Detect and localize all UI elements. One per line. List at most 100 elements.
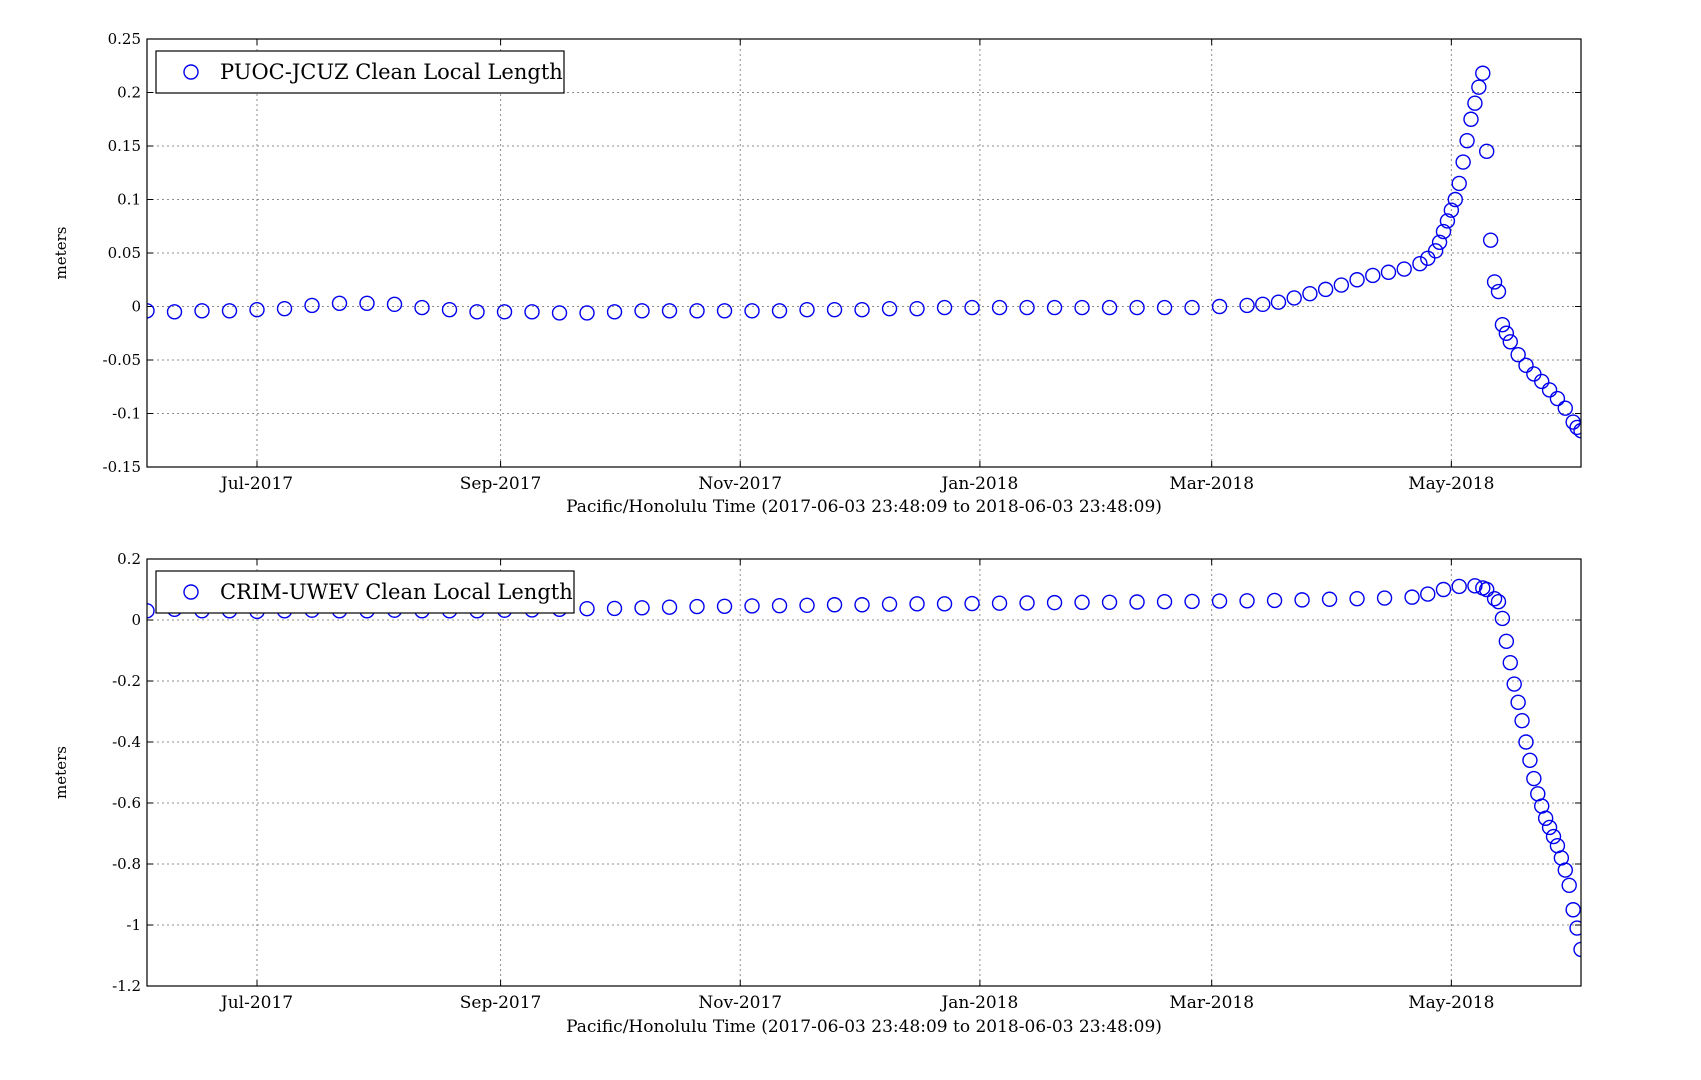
y-tick-label: 0 [131,611,141,629]
y-tick-label: 0.2 [117,550,141,568]
data-point [1506,676,1522,692]
data-point [1101,594,1118,611]
x-tick-label: Mar-2018 [1169,474,1254,494]
data-point [909,596,925,612]
y-tick-label: -1.2 [112,977,141,995]
bottom-chart-panel: -1.2 -1 -0.8 -0.6 -0.4 -0.2 0 0.2 Jul-2017 Sep-20… [52,550,1582,1037]
data-point [1518,357,1534,374]
data-point [1129,594,1145,610]
data-point [551,305,568,321]
y-tick-label: 0.1 [117,191,141,209]
data-point [147,603,155,619]
y-tick-label: -1 [126,916,141,934]
data-point [166,304,183,320]
data-point [1420,586,1436,602]
data-point [1184,299,1200,316]
legend-label: CRIM-UWEV Clean Local Length [220,580,573,604]
data-point [1239,297,1255,314]
data-point [414,299,430,316]
data-point [1545,828,1562,845]
y-tick-label: 0 [131,298,141,316]
data-point [771,303,788,319]
y-tick-label: -0.2 [112,672,141,690]
data-point [1302,285,1318,302]
data-point [1255,296,1271,313]
data-point [147,303,155,319]
y-tick-label: 0.25 [108,30,141,48]
data-point [1019,595,1035,611]
legend-box [155,50,565,94]
data-point [1447,191,1463,208]
data-point [386,296,403,313]
x-tick-label: Nov-2017 [698,993,782,1013]
x-tick-label: Sep-2017 [460,474,542,494]
data-point [1475,65,1491,81]
legend-label: PUOC-JCUZ Clean Local Length [220,60,563,84]
y-tick-label: 0.2 [117,84,141,102]
data-point [661,599,678,615]
data-point [469,304,485,320]
data-point [1101,299,1118,316]
data-point [1156,299,1173,316]
data-point [1317,281,1334,298]
data-point [1522,752,1538,768]
data-point [1502,655,1518,671]
data-point [1534,373,1550,390]
x-tick-label: Sep-2017 [460,993,542,1013]
data-point [221,303,238,319]
data-point [606,304,623,320]
axes-frame [146,38,1582,468]
data-point [1443,202,1460,218]
y-tick-label: -0.4 [112,733,141,751]
data-point [1239,593,1255,609]
data-point [854,302,870,318]
data-point [661,303,678,319]
data-point [1510,346,1526,363]
data-point [249,302,265,318]
data-point [1565,902,1581,918]
data-point [1211,593,1228,609]
data-point [1396,261,1412,277]
data-point [1537,810,1554,826]
top-chart-panel: -0.15 -0.1 -0.05 0 0.05 0.1 0.15 0.2 0.25 Jul-201… [52,30,1582,517]
data-point [1451,578,1467,595]
data-point [1463,111,1479,127]
data-point [1380,264,1397,280]
data-point [524,304,540,320]
data-point [1569,920,1581,936]
data-point [441,302,458,318]
data-point [826,302,843,318]
data-point [1074,299,1090,316]
data-point [1019,299,1035,316]
legend-marker [183,64,199,80]
data-point [1211,298,1228,315]
data-point [1046,594,1063,611]
data-point [1467,95,1483,111]
data-point [826,597,843,613]
data-point [1486,274,1503,290]
data-point [1482,232,1499,248]
data-point [689,598,705,615]
data-point [1333,277,1350,293]
data-point [1471,79,1487,95]
data-point [964,595,980,612]
data-point [1412,256,1428,272]
legend-box [155,570,575,614]
y-axis-label: meters [52,746,70,799]
data-point [1518,734,1534,750]
data-point [1156,594,1173,610]
x-tick-label: Mar-2018 [1169,993,1254,1013]
data-point [1479,143,1495,160]
x-tick-label: Jan-2018 [939,993,1018,1013]
data-point [1557,862,1573,878]
data-point [634,600,650,616]
data-point [1541,819,1558,836]
y-tick-label: -0.05 [103,351,141,369]
data-point [1439,213,1456,229]
data-point [881,596,898,612]
data-point [1494,316,1511,333]
data-point [881,300,898,317]
data-point [964,299,980,316]
data-point [1569,419,1581,436]
